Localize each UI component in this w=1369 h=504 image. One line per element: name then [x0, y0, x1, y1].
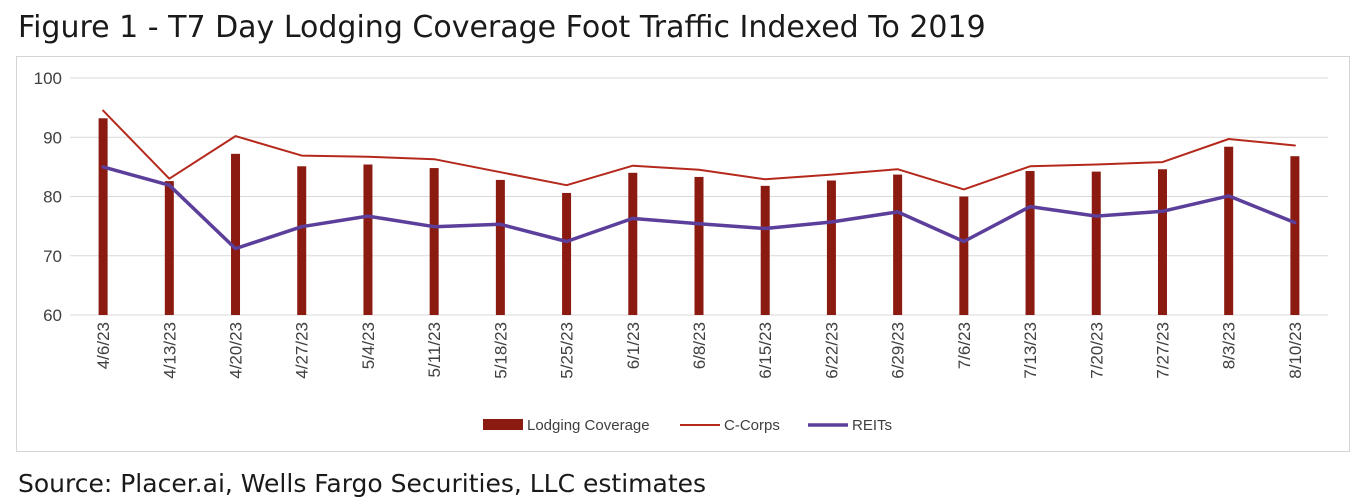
x-tick-label: 7/13/23 — [1021, 322, 1040, 379]
bar-5/18/23 — [495, 179, 505, 315]
figure-title: Figure 1 - T7 Day Lodging Coverage Foot … — [18, 10, 986, 45]
bar-8/3/23 — [1224, 146, 1234, 315]
bar-5/11/23 — [429, 168, 439, 315]
x-tick-label: 7/6/23 — [955, 322, 974, 369]
x-tick-label: 5/18/23 — [491, 322, 510, 379]
x-tick-label: 4/13/23 — [160, 322, 179, 379]
x-tick-label: 4/6/23 — [94, 322, 113, 369]
bar-4/13/23 — [164, 181, 174, 315]
legend-lodging-coverage-swatch — [483, 419, 523, 430]
y-tick-label: 90 — [43, 128, 62, 147]
bar-6/29/23 — [893, 174, 903, 315]
x-tick-label: 6/22/23 — [822, 322, 841, 379]
bar-6/15/23 — [760, 185, 770, 315]
bar-8/10/23 — [1290, 156, 1300, 315]
legend-reits-label: REITs — [852, 417, 892, 434]
bar-7/6/23 — [959, 196, 969, 315]
bar-6/8/23 — [694, 176, 704, 315]
x-tick-label: 7/20/23 — [1087, 322, 1106, 379]
y-tick-label: 60 — [43, 306, 62, 325]
y-tick-label: 80 — [43, 188, 62, 207]
legend-c-corps-label: C-Corps — [724, 417, 780, 434]
bar-6/1/23 — [628, 172, 638, 315]
bar-4/20/23 — [231, 153, 241, 315]
source-note: Source: Placer.ai, Wells Fargo Securitie… — [18, 469, 707, 498]
bar-7/13/23 — [1025, 171, 1035, 315]
y-tick-label: 100 — [34, 69, 62, 88]
bar-5/25/23 — [562, 192, 572, 315]
bar-5/4/23 — [363, 164, 373, 315]
x-tick-label: 4/20/23 — [227, 322, 246, 379]
bar-7/20/23 — [1091, 171, 1101, 315]
legend-lodging-coverage-label: Lodging Coverage — [527, 417, 650, 434]
bar-4/6/23 — [98, 118, 108, 315]
bar-4/27/23 — [297, 166, 307, 315]
x-tick-label: 6/1/23 — [624, 322, 643, 369]
x-tick-label: 5/4/23 — [359, 322, 378, 369]
x-tick-label: 8/3/23 — [1220, 322, 1239, 369]
x-tick-label: 8/10/23 — [1286, 322, 1305, 379]
x-axis-ticks: 4/6/23 4/13/23 4/20/23 4/27/23 5/4/23 5/11/23… — [94, 322, 1305, 379]
x-tick-label: 5/25/23 — [558, 322, 577, 379]
y-tick-label: 70 — [43, 247, 62, 266]
bar-7/27/23 — [1157, 169, 1167, 315]
line-series — [101, 109, 1297, 251]
x-tick-label: 6/15/23 — [756, 322, 775, 379]
x-tick-label: 4/27/23 — [293, 322, 312, 379]
legend: Lodging Coverage C-Corps REITs — [483, 417, 892, 434]
x-tick-label: 7/27/23 — [1153, 322, 1172, 379]
x-tick-label: 6/8/23 — [690, 322, 709, 369]
y-axis-ticks: 60 70 80 90 100 — [34, 69, 62, 325]
x-tick-label: 5/11/23 — [425, 322, 444, 377]
bar-6/22/23 — [826, 180, 836, 315]
x-tick-label: 6/29/23 — [889, 322, 908, 379]
bar-series-lodging-coverage — [98, 118, 1300, 315]
chart-frame — [16, 56, 1350, 452]
